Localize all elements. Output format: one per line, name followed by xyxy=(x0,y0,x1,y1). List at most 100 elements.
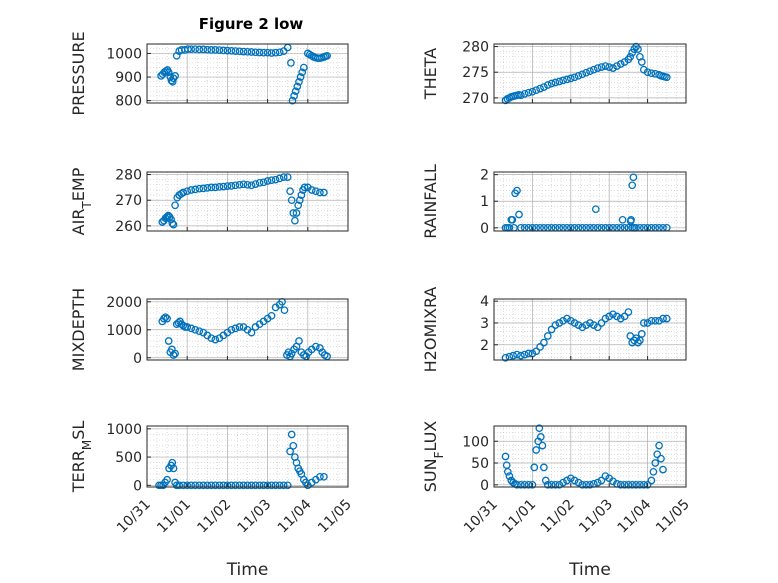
data-point xyxy=(634,338,642,347)
data-point xyxy=(207,481,216,490)
data-point xyxy=(231,47,240,55)
data-point xyxy=(169,464,178,473)
data-point xyxy=(613,312,621,321)
data-point xyxy=(505,472,514,480)
data-point xyxy=(657,454,665,463)
data-point xyxy=(613,62,621,70)
y-tick-label: 260 xyxy=(115,219,142,235)
data-point xyxy=(501,452,510,461)
data-point xyxy=(223,182,232,190)
data-point xyxy=(566,316,575,325)
data-point xyxy=(311,187,320,196)
x-tick-label: 11/05 xyxy=(315,497,355,537)
data-point xyxy=(316,188,324,197)
data-point xyxy=(195,45,204,54)
subplot-sun-flux: 0 50 100 SUNFLUX 10/3111/0111/0211/0311/0411… xyxy=(421,421,693,580)
y-axis-label: SUNFLUX xyxy=(421,421,446,493)
data-point xyxy=(199,184,208,193)
data-point xyxy=(538,441,547,450)
data-point xyxy=(295,196,304,205)
axes-box xyxy=(493,298,687,361)
data-point xyxy=(541,476,550,485)
data-point xyxy=(168,219,177,228)
data-point xyxy=(294,201,303,210)
y-tick-label: 1000 xyxy=(106,46,142,62)
data-point xyxy=(286,187,294,196)
data-point xyxy=(540,338,548,347)
data-point xyxy=(540,83,548,91)
data-point xyxy=(191,185,200,194)
data-point xyxy=(203,184,212,192)
data-point xyxy=(632,334,640,343)
data-point xyxy=(297,191,306,199)
data-point xyxy=(582,68,591,77)
data-point xyxy=(203,481,212,490)
data-point xyxy=(320,472,328,481)
y-tick-label: 2 xyxy=(480,168,489,184)
data-point xyxy=(632,480,640,489)
y-tick-label: 0 xyxy=(133,351,142,367)
data-point xyxy=(593,64,602,72)
data-point xyxy=(597,319,606,327)
data-point xyxy=(520,480,529,489)
data-point xyxy=(183,187,192,196)
data-point xyxy=(547,325,556,334)
data-point xyxy=(259,48,268,57)
data-point xyxy=(624,308,633,316)
data-point xyxy=(551,480,560,489)
data-point xyxy=(247,181,256,190)
data-point xyxy=(316,472,324,481)
y-tick-label: 275 xyxy=(462,65,489,81)
data-point xyxy=(574,478,583,487)
data-point xyxy=(536,84,544,93)
data-point xyxy=(655,441,663,450)
data-point xyxy=(616,314,625,323)
data-point xyxy=(517,351,525,360)
data-point xyxy=(601,62,610,70)
y-tick-label: 2 xyxy=(480,338,489,354)
data-point xyxy=(582,480,591,489)
data-point xyxy=(509,351,518,360)
data-point xyxy=(251,180,260,188)
data-point xyxy=(275,174,284,183)
data-point xyxy=(164,337,173,345)
plot-area xyxy=(494,44,686,103)
data-point xyxy=(520,350,529,359)
data-point xyxy=(643,68,652,77)
data-point xyxy=(628,181,637,190)
data-point xyxy=(235,323,244,331)
data-point xyxy=(307,186,316,194)
data-point xyxy=(616,60,625,68)
data-point xyxy=(524,88,533,97)
data-point xyxy=(267,481,276,490)
data-point xyxy=(243,481,252,490)
data-point xyxy=(547,79,556,88)
data-point xyxy=(227,481,236,490)
data-point xyxy=(586,319,594,327)
data-point xyxy=(279,173,288,181)
data-point xyxy=(203,45,212,54)
data-point xyxy=(582,321,591,329)
axes-box xyxy=(493,43,687,104)
data-point xyxy=(187,324,196,333)
data-point xyxy=(517,480,525,489)
data-point xyxy=(634,45,642,53)
data-point xyxy=(543,332,552,340)
data-point xyxy=(501,353,510,362)
data-point xyxy=(647,69,656,78)
data-point xyxy=(227,46,236,55)
data-point xyxy=(231,181,240,190)
data-point xyxy=(578,323,587,332)
data-point xyxy=(659,465,667,474)
data-point xyxy=(191,325,200,334)
data-point xyxy=(163,475,171,484)
data-point xyxy=(299,63,308,72)
subplot-terr-msl: 0 500 1000 TERRMSL 10/31 11/01 11/02 11/03 11/04… xyxy=(69,421,355,580)
data-point xyxy=(637,58,646,66)
data-point xyxy=(169,351,178,359)
data-point xyxy=(295,77,303,86)
y-axis-label: H2OMIXRA xyxy=(421,287,440,373)
axes-box xyxy=(146,425,349,488)
y-tick-label: 100 xyxy=(462,434,489,450)
